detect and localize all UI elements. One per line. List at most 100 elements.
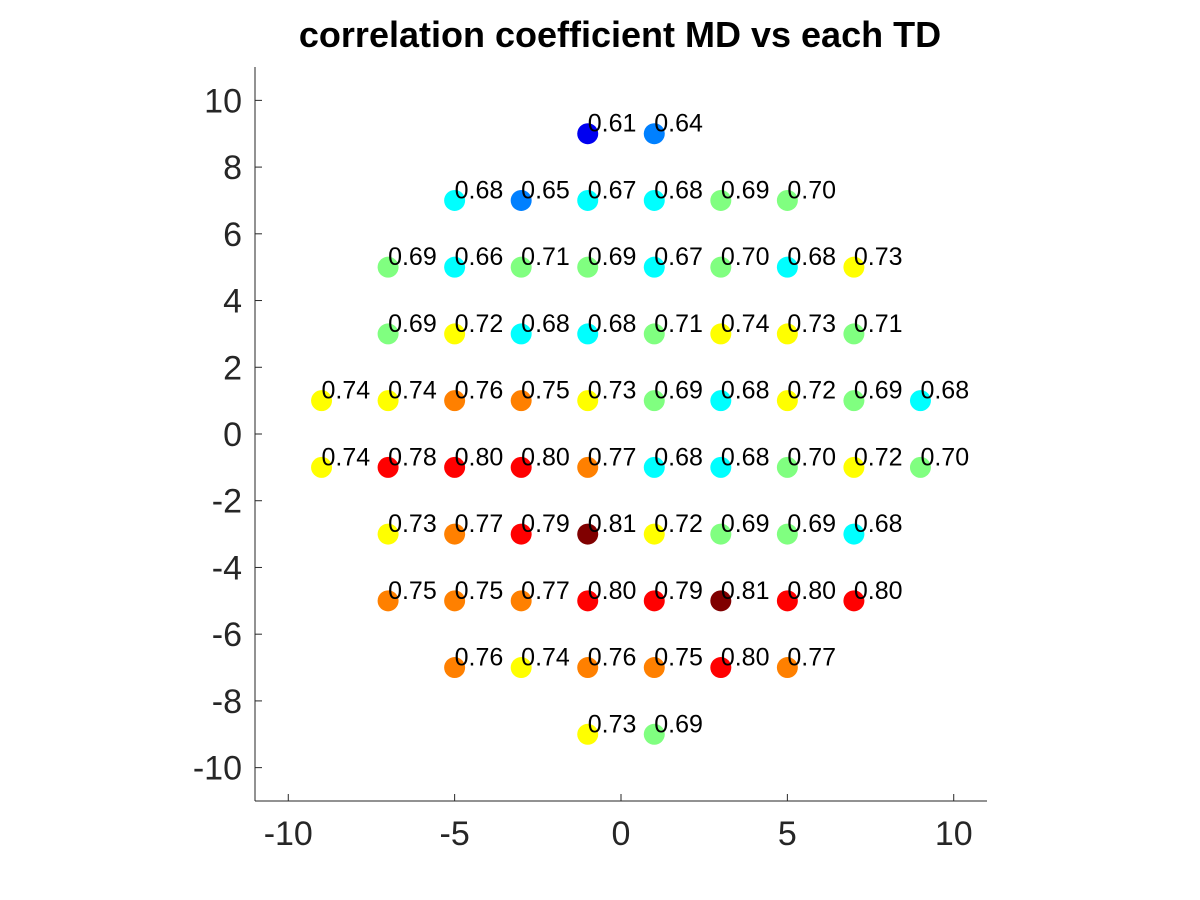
data-point bbox=[577, 390, 599, 412]
data-point bbox=[776, 189, 798, 211]
point-value-label: 0.69 bbox=[854, 377, 903, 405]
point-value-label: 0.64 bbox=[654, 110, 703, 138]
point-value-label: 0.79 bbox=[521, 510, 570, 538]
point-value-label: 0.76 bbox=[455, 377, 504, 405]
data-point bbox=[776, 456, 798, 478]
data-point bbox=[510, 256, 532, 278]
data-point bbox=[776, 323, 798, 345]
data-point bbox=[377, 456, 399, 478]
data-point bbox=[843, 456, 865, 478]
data-point bbox=[444, 657, 466, 679]
value-labels: 0.61 0.64 0.68 0.65 0.67 0.68 0.69 0.70 0.69 0.66… bbox=[322, 110, 970, 739]
point-value-label: 0.77 bbox=[521, 577, 570, 605]
data-point bbox=[444, 456, 466, 478]
data-point bbox=[510, 523, 532, 545]
data-point bbox=[643, 523, 665, 545]
data-point bbox=[577, 123, 599, 145]
point-value-label: 0.75 bbox=[654, 644, 703, 672]
point-value-label: 0.74 bbox=[721, 310, 770, 338]
data-point bbox=[577, 256, 599, 278]
data-point bbox=[510, 590, 532, 612]
point-value-label: 0.70 bbox=[787, 443, 836, 471]
point-value-label: 0.77 bbox=[588, 443, 637, 471]
point-value-label: 0.71 bbox=[521, 243, 570, 271]
data-point bbox=[909, 456, 931, 478]
point-value-label: 0.80 bbox=[521, 443, 570, 471]
data-point bbox=[444, 189, 466, 211]
data-point bbox=[577, 189, 599, 211]
y-tick-label: 6 bbox=[223, 216, 242, 254]
data-point bbox=[577, 723, 599, 745]
data-point bbox=[577, 323, 599, 345]
point-value-label: 0.81 bbox=[588, 510, 637, 538]
data-point bbox=[643, 189, 665, 211]
data-point bbox=[710, 323, 732, 345]
point-value-label: 0.75 bbox=[521, 377, 570, 405]
point-value-label: 0.67 bbox=[588, 176, 637, 204]
data-point bbox=[776, 256, 798, 278]
data-point bbox=[510, 456, 532, 478]
point-value-label: 0.69 bbox=[654, 710, 703, 738]
point-value-label: 0.75 bbox=[455, 577, 504, 605]
x-tick-label: 0 bbox=[612, 815, 631, 853]
data-point bbox=[444, 256, 466, 278]
data-point bbox=[643, 657, 665, 679]
data-point bbox=[377, 590, 399, 612]
data-point bbox=[444, 523, 466, 545]
point-value-label: 0.68 bbox=[920, 377, 969, 405]
data-point bbox=[643, 123, 665, 145]
data-point bbox=[710, 657, 732, 679]
data-point bbox=[444, 590, 466, 612]
x-tick-label: -5 bbox=[440, 815, 470, 853]
point-value-label: 0.80 bbox=[854, 577, 903, 605]
point-value-label: 0.73 bbox=[588, 377, 637, 405]
y-tick-label: 8 bbox=[223, 149, 242, 187]
point-value-label: 0.70 bbox=[721, 243, 770, 271]
point-value-label: 0.74 bbox=[521, 644, 570, 672]
point-value-label: 0.68 bbox=[721, 443, 770, 471]
data-point bbox=[710, 523, 732, 545]
point-value-label: 0.77 bbox=[787, 644, 836, 672]
data-point bbox=[643, 390, 665, 412]
point-value-label: 0.73 bbox=[787, 310, 836, 338]
data-point bbox=[710, 256, 732, 278]
data-point bbox=[377, 390, 399, 412]
data-point bbox=[843, 323, 865, 345]
y-tick-label: -6 bbox=[212, 616, 242, 654]
point-value-label: 0.80 bbox=[588, 577, 637, 605]
data-point bbox=[577, 657, 599, 679]
axes: -10 -5 0 5 10 -10 -8 -6 -4 -2 0 2 4 6 8 10 bbox=[193, 67, 987, 853]
data-point bbox=[909, 390, 931, 412]
point-value-label: 0.72 bbox=[854, 443, 903, 471]
point-value-label: 0.69 bbox=[388, 243, 437, 271]
data-point bbox=[311, 390, 333, 412]
point-value-label: 0.69 bbox=[388, 310, 437, 338]
point-value-label: 0.68 bbox=[787, 243, 836, 271]
y-tick-label: -2 bbox=[212, 483, 242, 521]
data-point bbox=[577, 456, 599, 478]
point-value-label: 0.68 bbox=[455, 176, 504, 204]
data-point bbox=[643, 456, 665, 478]
point-value-label: 0.69 bbox=[787, 510, 836, 538]
data-point bbox=[776, 390, 798, 412]
data-point bbox=[377, 256, 399, 278]
data-point bbox=[843, 523, 865, 545]
point-value-label: 0.72 bbox=[654, 510, 703, 538]
y-tick-label: 4 bbox=[223, 283, 242, 321]
point-value-label: 0.72 bbox=[455, 310, 504, 338]
x-tick-label: 10 bbox=[935, 815, 973, 853]
point-value-label: 0.78 bbox=[388, 443, 437, 471]
point-value-label: 0.80 bbox=[787, 577, 836, 605]
point-value-label: 0.71 bbox=[854, 310, 903, 338]
data-point bbox=[444, 390, 466, 412]
point-value-label: 0.76 bbox=[588, 644, 637, 672]
point-value-label: 0.80 bbox=[721, 644, 770, 672]
data-point bbox=[510, 657, 532, 679]
point-value-label: 0.68 bbox=[721, 377, 770, 405]
chart-title: correlation coefficient MD vs each TD bbox=[298, 14, 942, 55]
data-point bbox=[776, 590, 798, 612]
data-point bbox=[776, 657, 798, 679]
data-point bbox=[510, 189, 532, 211]
point-value-label: 0.70 bbox=[787, 176, 836, 204]
